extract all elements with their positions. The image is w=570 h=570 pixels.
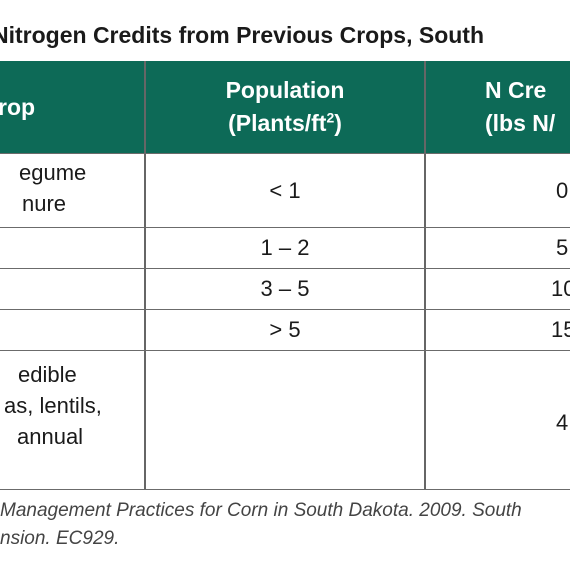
table-row-4-population: > 5 [269, 317, 301, 342]
header-crop-label: rop [0, 93, 36, 120]
table-row-5-crop: edible as, lentils, annual [0, 359, 140, 452]
table-row-1-population: < 1 [269, 178, 301, 203]
table-row-5-credit: 4 [556, 410, 569, 435]
table-row-2-credit: 5 [556, 235, 569, 260]
table-row-3-credit: 10 [551, 276, 570, 301]
header-population-close: ) [334, 110, 342, 136]
table-title-text: Nitrogen Credits from Previous Crops, So… [0, 22, 484, 48]
header-n-credit: N Cre (lbs N/ [485, 61, 570, 153]
header-population: Population (Plants/ft2) [145, 61, 425, 153]
row-5-crop-line3: annual [17, 424, 84, 449]
header-population-unit: (Plants/ft [228, 110, 327, 136]
row-1-crop-line2: nure [22, 191, 67, 216]
column-divider-1 [144, 61, 146, 490]
header-population-line2: (Plants/ft2) [145, 107, 425, 140]
header-crop: rop [0, 61, 145, 153]
footnote-line2: nsion. EC929. [0, 528, 120, 549]
table-header-row [0, 61, 570, 153]
row-rule-2 [0, 268, 570, 269]
row-rule-1 [0, 227, 570, 228]
table-row-1-crop: egume nure [0, 157, 140, 219]
table-footnote: Management Practices for Corn in South D… [0, 497, 570, 553]
header-population-line1: Population [225, 77, 345, 103]
footnote-line1: Management Practices for Corn in South D… [0, 500, 522, 521]
header-n-credit-line2: (lbs N/ [485, 110, 556, 136]
header-population-sup: 2 [326, 109, 335, 126]
table-row-2-population: 1 – 2 [260, 235, 310, 260]
header-n-credit-line1: N Cre [485, 77, 547, 103]
row-rule-4 [0, 350, 570, 351]
table-title: Nitrogen Credits from Previous Crops, So… [0, 21, 570, 49]
table-row-4-credit: 15 [551, 317, 570, 342]
row-5-crop-line1: edible [18, 362, 77, 387]
table-row-1-credit: 0 [556, 178, 569, 203]
row-5-crop-line2: as, lentils, [4, 393, 102, 418]
row-1-crop-line1: egume [19, 160, 87, 185]
row-rule-3 [0, 309, 570, 310]
row-rule-header [0, 153, 570, 154]
column-divider-2 [424, 61, 426, 490]
table-row-3-population: 3 – 5 [260, 276, 310, 301]
row-rule-bottom [0, 489, 570, 490]
